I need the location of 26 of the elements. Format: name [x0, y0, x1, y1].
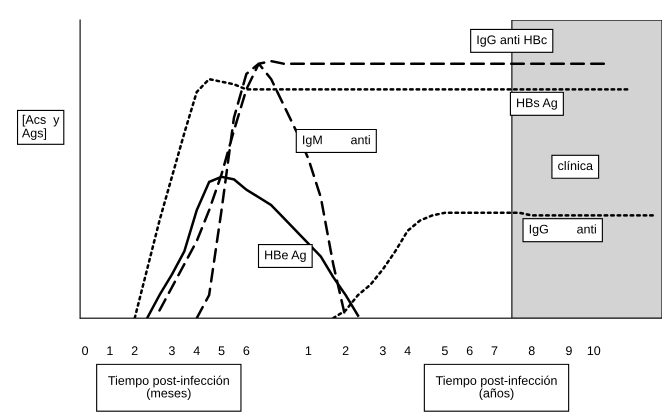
x-tick-label: 0 [82, 346, 88, 356]
y-axis-title: [Acs y Ags] [22, 114, 60, 140]
x-tick-label: 6 [244, 346, 250, 356]
x-tick-label: 4 [404, 346, 411, 356]
annotation: IgG anti [530, 224, 596, 236]
x-tick-label: 3 [380, 346, 386, 356]
text: Tiempo post-infección (meses) [108, 376, 229, 400]
annotation: IgM anti [303, 135, 370, 147]
annotation: HBe Ag [265, 250, 306, 262]
x-tick-label: 8 [528, 346, 535, 356]
text: Tiempo post-infección (años) [436, 376, 557, 400]
x-tick-label: 9 [566, 346, 572, 356]
annotation: clínica [558, 160, 593, 170]
x-tick-label: 10 [588, 346, 600, 356]
x-tick-label: 5 [442, 346, 448, 356]
x-tick-label: 1 [306, 346, 312, 356]
text: IgG anti HBc [477, 35, 547, 47]
x-tick-label: 7 [492, 346, 498, 356]
x-tick-label: 4 [194, 346, 200, 356]
x-tick-label: 3 [168, 346, 175, 356]
x-tick-label: 6 [466, 346, 473, 356]
x-tick-label: 2 [342, 346, 348, 356]
x-tick-label: 5 [218, 346, 224, 356]
x-tick-label: 2 [132, 346, 138, 356]
annotation: HBs Ag [517, 98, 557, 110]
x-tick-label: 1 [107, 346, 113, 356]
